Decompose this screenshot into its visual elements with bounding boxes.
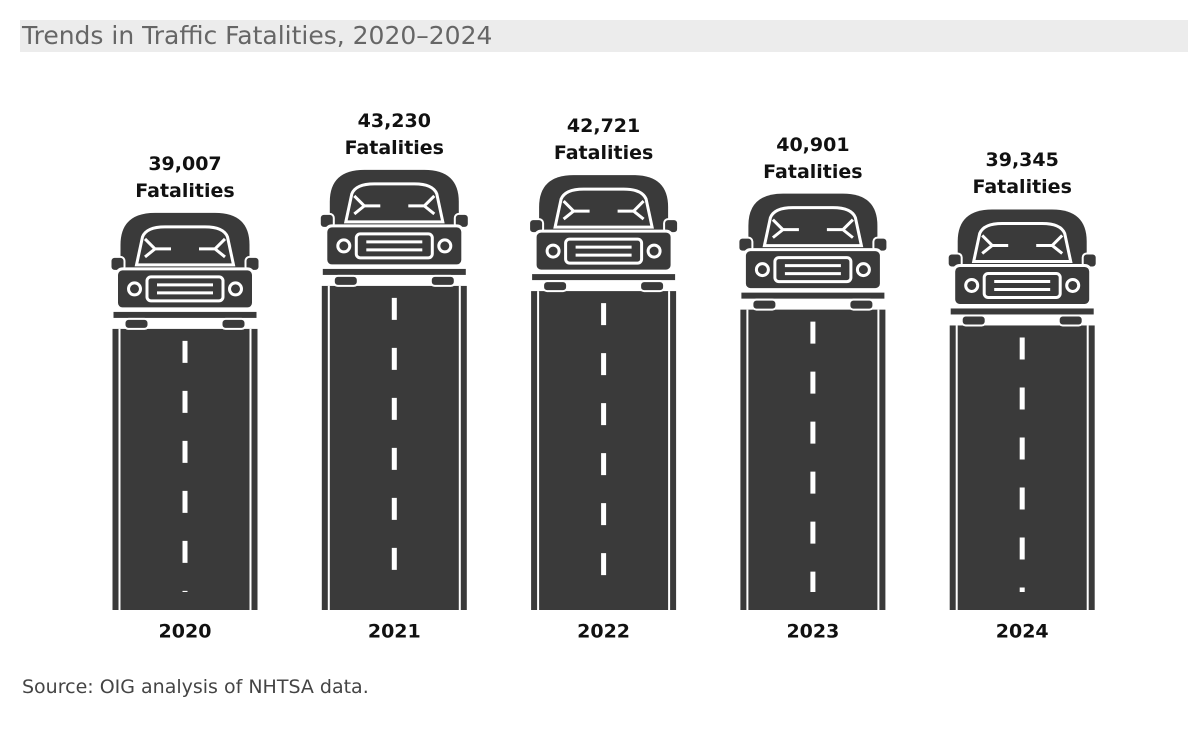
headlight xyxy=(855,262,871,278)
crack xyxy=(771,218,854,239)
value-label: 39,007 Fatalities xyxy=(135,152,235,202)
road xyxy=(740,309,886,610)
crack xyxy=(562,200,645,221)
windshield xyxy=(762,206,864,248)
headlight xyxy=(127,281,142,297)
grille-lines xyxy=(994,279,1051,291)
bar xyxy=(318,169,470,610)
grille xyxy=(982,271,1062,299)
headlight xyxy=(964,277,980,293)
road xyxy=(112,328,258,610)
value-label: 43,230 Fatalities xyxy=(344,109,444,159)
x-tick-label: 2022 xyxy=(577,621,630,643)
crack xyxy=(981,234,1064,255)
bumper xyxy=(320,266,468,277)
headlight xyxy=(646,243,662,259)
wheel xyxy=(429,274,456,287)
grille-lines xyxy=(575,245,632,257)
bar xyxy=(946,209,1098,610)
grille xyxy=(145,275,225,303)
bumper xyxy=(530,272,678,283)
bar xyxy=(737,193,889,610)
wheel xyxy=(848,298,875,311)
wheel xyxy=(751,298,778,311)
headlight xyxy=(437,238,453,254)
grille xyxy=(564,237,644,265)
crack xyxy=(353,194,436,216)
wheel xyxy=(332,274,359,287)
headlight xyxy=(1065,277,1081,293)
bumper xyxy=(739,290,887,301)
windshield xyxy=(134,225,236,267)
windshield xyxy=(343,182,445,224)
bar xyxy=(109,212,261,610)
x-tick-label: 2021 xyxy=(368,621,421,643)
x-tick-label: 2020 xyxy=(159,621,212,643)
headlight xyxy=(336,238,352,254)
grille-lines xyxy=(157,283,213,295)
windshield xyxy=(971,221,1073,263)
grille xyxy=(354,232,434,260)
grille-lines xyxy=(366,240,423,252)
bumper xyxy=(948,306,1096,317)
headlight xyxy=(545,243,561,259)
wheel xyxy=(1057,314,1084,327)
bumper xyxy=(111,309,259,320)
value-label: 42,721 Fatalities xyxy=(553,115,654,165)
chart-title: Trends in Traffic Fatalities, 2020–2024 xyxy=(20,20,1188,52)
road xyxy=(949,325,1095,610)
wheel xyxy=(123,317,150,330)
value-label: 40,901 Fatalities xyxy=(763,133,863,183)
wheel xyxy=(639,280,666,293)
source-note: Source: OIG analysis of NHTSA data. xyxy=(22,676,369,698)
headlight xyxy=(754,262,770,278)
windshield xyxy=(553,187,654,229)
wheel xyxy=(220,317,247,330)
value-label: 39,345 Fatalities xyxy=(972,149,1072,199)
grille-lines xyxy=(784,264,841,276)
wheel xyxy=(960,314,987,327)
x-tick-label: 2024 xyxy=(996,621,1049,643)
x-tick-label: 2023 xyxy=(786,621,839,643)
wheel xyxy=(542,280,569,293)
crack xyxy=(143,237,227,259)
headlight xyxy=(228,281,243,297)
bar xyxy=(528,175,680,610)
grille xyxy=(773,256,853,284)
